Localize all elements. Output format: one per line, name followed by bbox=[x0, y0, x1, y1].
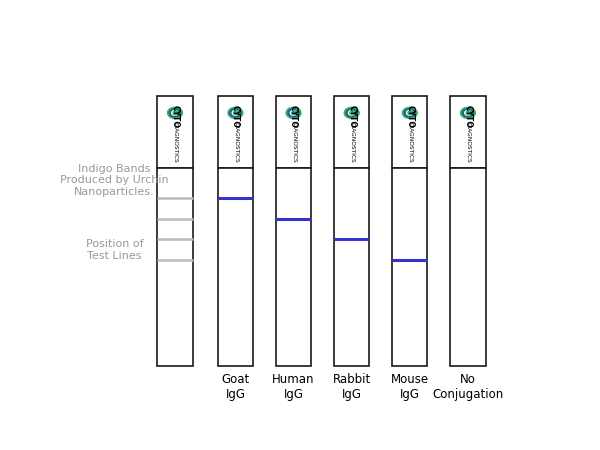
Circle shape bbox=[233, 111, 239, 115]
Text: CYTO: CYTO bbox=[170, 104, 179, 127]
Circle shape bbox=[408, 111, 413, 115]
Bar bbox=[334, 95, 370, 168]
Circle shape bbox=[463, 109, 473, 117]
Text: DIAGNOSTICS: DIAGNOSTICS bbox=[407, 122, 412, 162]
Circle shape bbox=[169, 109, 181, 117]
Text: No
Conjugation: No Conjugation bbox=[432, 373, 503, 400]
Bar bbox=[392, 95, 427, 168]
Circle shape bbox=[290, 111, 297, 115]
Circle shape bbox=[464, 111, 471, 115]
Text: CYTO: CYTO bbox=[289, 104, 298, 127]
Bar bbox=[218, 168, 253, 366]
Circle shape bbox=[460, 108, 475, 118]
Text: CYTO: CYTO bbox=[347, 104, 356, 127]
Text: DIAGNOSTICS: DIAGNOSTICS bbox=[466, 122, 470, 162]
Circle shape bbox=[349, 111, 355, 115]
Circle shape bbox=[288, 109, 299, 117]
Circle shape bbox=[292, 111, 297, 115]
Text: CYTO: CYTO bbox=[231, 104, 240, 127]
Text: CYTO: CYTO bbox=[463, 104, 472, 127]
Text: Rabbit
IgG: Rabbit IgG bbox=[332, 373, 371, 400]
Circle shape bbox=[167, 108, 182, 118]
Bar bbox=[157, 95, 193, 168]
Text: Position of
Test Lines: Position of Test Lines bbox=[86, 239, 143, 261]
Text: DIAGNOSTICS: DIAGNOSTICS bbox=[349, 122, 354, 162]
Circle shape bbox=[173, 111, 179, 115]
Text: Indigo Bands
Produced by Urchin
Nanoparticles.: Indigo Bands Produced by Urchin Nanopart… bbox=[60, 164, 169, 197]
Circle shape bbox=[230, 109, 241, 117]
Text: DIAGNOSTICS: DIAGNOSTICS bbox=[291, 122, 296, 162]
Circle shape bbox=[404, 109, 415, 117]
Text: Goat
IgG: Goat IgG bbox=[221, 373, 250, 400]
Circle shape bbox=[407, 111, 413, 115]
Bar bbox=[218, 95, 253, 168]
Circle shape bbox=[172, 111, 178, 115]
Text: DIAGNOSTICS: DIAGNOSTICS bbox=[172, 122, 178, 162]
Bar bbox=[276, 168, 311, 366]
Circle shape bbox=[228, 108, 243, 118]
Circle shape bbox=[286, 108, 301, 118]
Bar bbox=[392, 168, 427, 366]
Circle shape bbox=[344, 108, 359, 118]
Bar bbox=[276, 95, 311, 168]
Circle shape bbox=[346, 109, 357, 117]
Text: Human
IgG: Human IgG bbox=[272, 373, 315, 400]
Bar bbox=[450, 168, 485, 366]
Bar bbox=[334, 168, 370, 366]
Bar bbox=[450, 95, 485, 168]
Circle shape bbox=[350, 111, 355, 115]
Bar bbox=[157, 168, 193, 366]
Circle shape bbox=[403, 108, 417, 118]
Circle shape bbox=[232, 111, 239, 115]
Text: DIAGNOSTICS: DIAGNOSTICS bbox=[233, 122, 238, 162]
Text: Mouse
IgG: Mouse IgG bbox=[391, 373, 429, 400]
Circle shape bbox=[466, 111, 472, 115]
Text: CYTO: CYTO bbox=[406, 104, 415, 127]
